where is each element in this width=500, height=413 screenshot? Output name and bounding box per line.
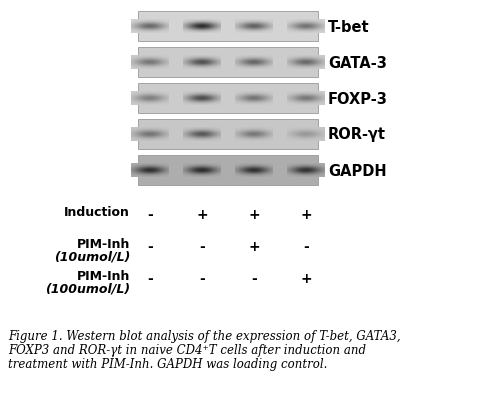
Bar — [138, 48, 318, 78]
Text: GATA-3: GATA-3 — [328, 55, 387, 70]
Text: (10umol/L): (10umol/L) — [54, 249, 130, 262]
Text: +: + — [248, 207, 260, 221]
Bar — [138, 156, 318, 185]
Text: -: - — [147, 271, 153, 285]
Text: -: - — [251, 271, 257, 285]
Text: -: - — [199, 240, 205, 254]
Text: T-bet: T-bet — [328, 19, 370, 34]
Text: (100umol/L): (100umol/L) — [45, 281, 130, 294]
Text: treatment with PIM-Inh. GAPDH was loading control.: treatment with PIM-Inh. GAPDH was loadin… — [8, 357, 328, 370]
Text: -: - — [303, 240, 309, 254]
Text: -: - — [199, 271, 205, 285]
Text: -: - — [147, 207, 153, 221]
Text: FOXP-3: FOXP-3 — [328, 91, 388, 106]
Bar — [138, 120, 318, 150]
Text: +: + — [196, 207, 208, 221]
Bar — [138, 84, 318, 114]
Text: Figure 1. Western blot analysis of the expression of T-bet, GATA3,: Figure 1. Western blot analysis of the e… — [8, 329, 400, 342]
Text: -: - — [147, 240, 153, 254]
Bar — [138, 12, 318, 42]
Text: Induction: Induction — [64, 206, 130, 218]
Text: GAPDH: GAPDH — [328, 163, 386, 178]
Text: +: + — [300, 207, 312, 221]
Text: +: + — [248, 240, 260, 254]
Text: FOXP3 and ROR-γt in naive CD4⁺T cells after induction and: FOXP3 and ROR-γt in naive CD4⁺T cells af… — [8, 343, 366, 356]
Text: PIM-Inh: PIM-Inh — [76, 269, 130, 282]
Text: ROR-γt: ROR-γt — [328, 127, 386, 142]
Text: PIM-Inh: PIM-Inh — [76, 237, 130, 250]
Text: +: + — [300, 271, 312, 285]
